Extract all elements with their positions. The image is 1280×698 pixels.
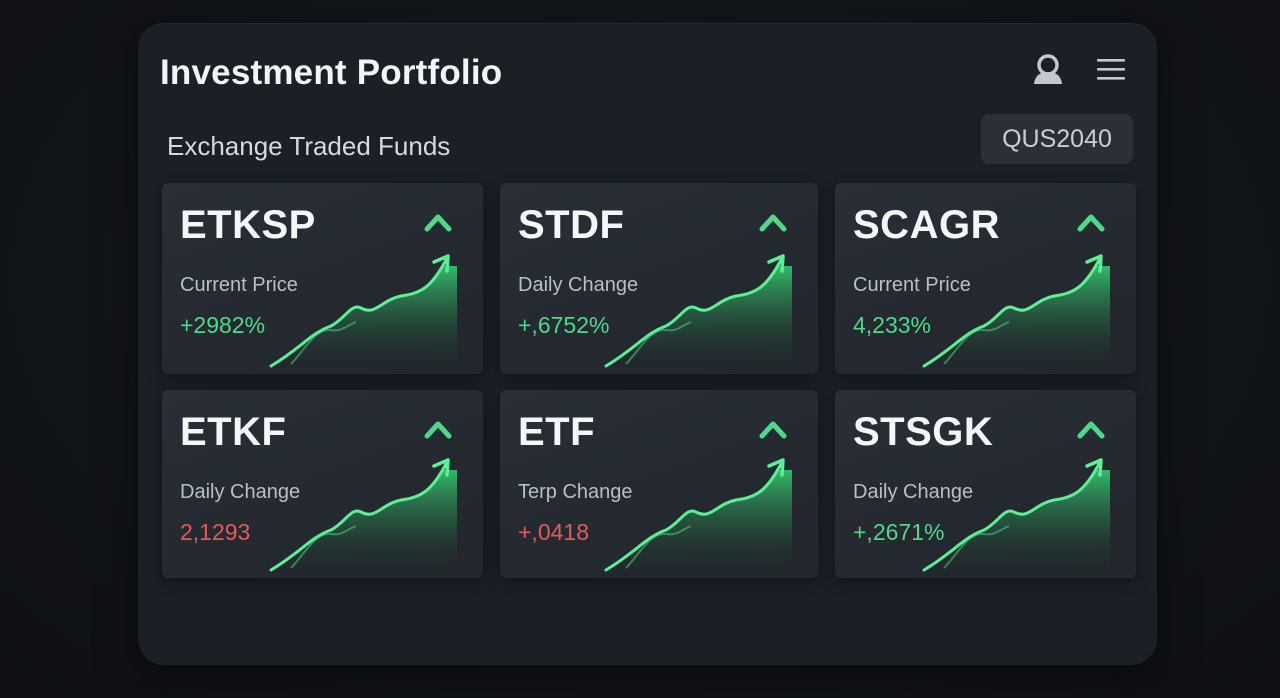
portfolio-code-badge[interactable]: QUS2040: [981, 114, 1133, 164]
metric-value: +2982%: [180, 312, 266, 338]
fund-ticker: ETKSP: [180, 203, 316, 247]
sparkline-area: [924, 470, 1110, 572]
metric-label: Daily Change: [518, 274, 639, 296]
metric-value: +,0418: [518, 519, 589, 545]
trend-arrow-icon: [1085, 458, 1103, 477]
page-title: Investment Portfolio: [160, 53, 503, 92]
fund-ticker: ETKF: [180, 410, 287, 454]
menu-button[interactable]: [1093, 51, 1129, 87]
metric-value: +,6752%: [518, 312, 610, 338]
chevron-up-icon: [759, 214, 787, 232]
hamburger-menu-icon: [1097, 59, 1125, 80]
fund-ticker: SCAGR: [853, 203, 1000, 247]
trend-arrow-icon: [767, 458, 785, 477]
sparkline-chart: [922, 254, 1110, 368]
sparkline-line: [922, 462, 1101, 572]
metric-label: Terp Change: [518, 481, 633, 503]
sparkline-secondary: [943, 525, 1010, 569]
sparkline-secondary: [290, 525, 357, 569]
sparkline-area: [271, 266, 457, 368]
user-profile-button[interactable]: [1030, 51, 1066, 87]
metric-label: Daily Change: [853, 481, 974, 503]
sparkline-chart: [922, 458, 1110, 572]
fund-card[interactable]: STSGK Daily Change +,2671%: [835, 390, 1136, 578]
fund-ticker: STSGK: [853, 410, 994, 454]
metric-label: Daily Change: [180, 481, 301, 503]
user-icon: [1034, 54, 1062, 84]
sparkline-line: [269, 258, 448, 368]
sparkline-chart: [269, 458, 457, 572]
sparkline-chart: [604, 254, 792, 368]
trend-arrow-icon: [1085, 254, 1103, 273]
fund-card[interactable]: STDF Daily Change +,6752%: [500, 183, 818, 374]
sparkline-secondary: [290, 321, 357, 365]
sparkline-secondary: [625, 321, 692, 365]
section-title: Exchange Traded Funds: [167, 131, 451, 161]
chevron-up-icon: [1077, 214, 1105, 232]
fund-ticker: ETF: [518, 410, 596, 454]
sparkline-area: [606, 470, 792, 572]
sparkline-line: [922, 258, 1101, 368]
sparkline-area: [924, 266, 1110, 368]
sparkline-area: [606, 266, 792, 368]
trend-arrow-icon: [432, 254, 450, 273]
fund-ticker: STDF: [518, 203, 625, 247]
chevron-up-icon: [424, 421, 452, 439]
sparkline-line: [604, 462, 783, 572]
chevron-up-icon: [759, 421, 787, 439]
metric-value: 4,233%: [853, 312, 932, 338]
sparkline-area: [271, 470, 457, 572]
fund-card[interactable]: ETF Terp Change +,0418: [500, 390, 818, 578]
sparkline-chart: [269, 254, 457, 368]
metric-label: Current Price: [180, 274, 298, 296]
trend-arrow-icon: [432, 458, 450, 477]
trend-arrow-icon: [767, 254, 785, 273]
chevron-up-icon: [1077, 421, 1105, 439]
metric-value: +,2671%: [853, 519, 945, 545]
metric-label: Current Price: [853, 274, 971, 296]
sparkline-secondary: [943, 321, 1010, 365]
sparkline-line: [604, 258, 783, 368]
metric-value: 2,1293: [180, 519, 251, 545]
sparkline-chart: [604, 458, 792, 572]
fund-card[interactable]: ETKSP Current Price +2982%: [162, 183, 483, 374]
chevron-up-icon: [424, 214, 452, 232]
fund-card[interactable]: ETKF Daily Change 2,1293: [162, 390, 483, 578]
sparkline-line: [269, 462, 448, 572]
fund-card[interactable]: SCAGR Current Price 4,233%: [835, 183, 1136, 374]
sparkline-secondary: [625, 525, 692, 569]
